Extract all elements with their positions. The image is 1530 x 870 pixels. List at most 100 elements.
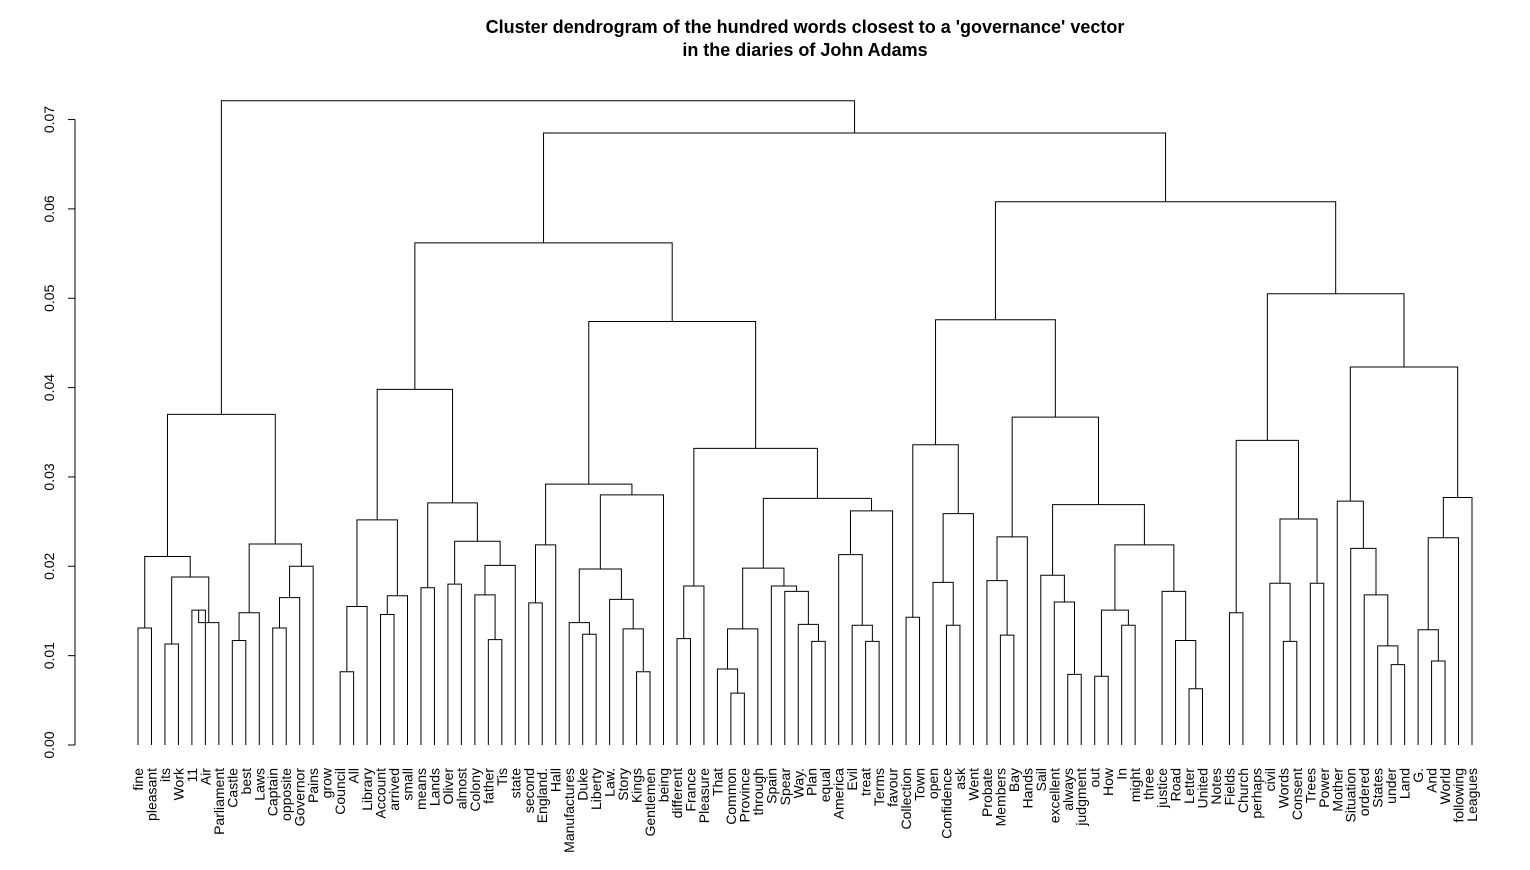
y-tick-label: 0.05 bbox=[41, 284, 57, 311]
y-tick-label: 0.02 bbox=[41, 552, 57, 579]
leaf-label: G. bbox=[1410, 768, 1426, 783]
dendrogram-merge bbox=[1427, 537, 1460, 745]
dendrogram-merge bbox=[272, 627, 287, 745]
dendrogram-merge bbox=[996, 536, 1028, 745]
leaf-label: Law. bbox=[602, 768, 618, 797]
leaf-label: Probate bbox=[979, 768, 995, 817]
y-tick-label: 0.00 bbox=[41, 731, 57, 758]
leaf-label: Collection bbox=[898, 768, 914, 829]
y-tick-label: 0.04 bbox=[41, 374, 57, 401]
leaf-label: ordered bbox=[1356, 768, 1372, 816]
leaf-label: Duke bbox=[575, 768, 591, 801]
dendrogram-merge bbox=[376, 388, 454, 520]
leaf-label: fine bbox=[130, 768, 146, 791]
leaf-label: Story bbox=[615, 768, 631, 801]
leaf-label: Land bbox=[1397, 768, 1413, 799]
dendrogram-merge bbox=[986, 580, 1008, 745]
dendrogram-merge bbox=[676, 638, 691, 745]
leaf-label: United bbox=[1195, 768, 1211, 808]
leaf-label: civil bbox=[1262, 768, 1278, 791]
dendrogram-merge bbox=[1417, 629, 1439, 745]
y-tick-label: 0.03 bbox=[41, 463, 57, 490]
dendrogram-merge bbox=[582, 633, 597, 745]
dendrogram-merge bbox=[386, 595, 408, 745]
leaf-label: Terms bbox=[871, 768, 887, 806]
leaf-label: almost bbox=[453, 768, 469, 809]
dendrogram-merge bbox=[568, 622, 590, 745]
dendrogram-merge bbox=[380, 614, 395, 745]
leaf-label: France bbox=[682, 768, 698, 812]
dendrogram-merge bbox=[1161, 590, 1187, 745]
leaf-label: Way. bbox=[790, 768, 806, 798]
leaf-label: best bbox=[238, 768, 254, 795]
dendrogram-merge bbox=[356, 519, 398, 607]
leaf-label: under bbox=[1383, 768, 1399, 804]
leaf-label: different bbox=[669, 768, 685, 818]
leaf-label: excellent bbox=[1046, 768, 1062, 823]
dendrogram-merge bbox=[454, 540, 501, 585]
dendrogram-merge bbox=[588, 320, 757, 485]
dendrogram-merge bbox=[999, 634, 1015, 745]
leaf-label: Parliament bbox=[211, 768, 227, 835]
dendrogram-merge bbox=[166, 413, 276, 557]
dendrogram-merge bbox=[1175, 639, 1197, 745]
leaf-label: judgment bbox=[1073, 768, 1089, 827]
dendrogram-merge bbox=[1228, 612, 1244, 745]
leaf-label: out bbox=[1087, 768, 1103, 788]
leaf-label: its bbox=[157, 768, 173, 782]
leaf-label: Consent bbox=[1289, 768, 1305, 820]
dendrogram-merge bbox=[811, 640, 826, 745]
leaf-label: following bbox=[1451, 768, 1467, 822]
dendrogram-merge bbox=[1431, 660, 1446, 745]
leaf-label: equal bbox=[817, 768, 833, 802]
dendrogram-merge bbox=[849, 510, 894, 745]
leaf-label: States bbox=[1370, 768, 1386, 808]
leaf-label: Gentlemen bbox=[642, 768, 658, 836]
dendrogram-merge bbox=[238, 612, 260, 745]
dendrogram-merge bbox=[1053, 601, 1075, 745]
leaf-label: Trees bbox=[1302, 768, 1318, 803]
leaf-label: means bbox=[413, 768, 429, 810]
leaf-label: father bbox=[480, 768, 496, 804]
dendrogram-merge bbox=[144, 555, 191, 628]
leaf-label: Power bbox=[1316, 768, 1332, 808]
dendrogram-merge bbox=[198, 610, 220, 745]
leaf-label: World bbox=[1437, 768, 1453, 804]
leaf-label: treat bbox=[858, 768, 874, 796]
dendrogram-merge bbox=[420, 587, 435, 745]
dendrogram-merge bbox=[578, 568, 622, 623]
dendrogram-merge bbox=[1282, 640, 1298, 745]
leaf-label: America bbox=[831, 768, 847, 820]
leaf-label: Lands bbox=[426, 768, 442, 806]
dendrogram-merge bbox=[289, 565, 314, 745]
dendrogram-merge bbox=[447, 583, 462, 745]
dendrogram-merge bbox=[1279, 518, 1318, 584]
dendrogram-merge bbox=[784, 590, 809, 745]
dendrogram-merge bbox=[1442, 497, 1473, 745]
leaf-label: Council bbox=[332, 768, 348, 815]
dendrogram-merge bbox=[1377, 645, 1399, 745]
y-tick-label: 0.07 bbox=[41, 106, 57, 133]
dendrogram-merge bbox=[346, 606, 368, 745]
chart-subtitle: in the diaries of John Adams bbox=[682, 40, 928, 60]
leaf-label: Province bbox=[736, 768, 752, 823]
leaf-label: Tis bbox=[494, 768, 510, 786]
leaf-label: favour bbox=[885, 768, 901, 807]
dendrogram-merge bbox=[838, 554, 863, 745]
dendrogram-merge bbox=[1188, 688, 1204, 745]
leaf-label: Leagues bbox=[1464, 768, 1480, 822]
dendrogram-merge bbox=[1094, 675, 1109, 745]
dendrogram-merge bbox=[1363, 594, 1389, 745]
leaf-label: Air bbox=[197, 768, 213, 785]
leaf-label: Kings bbox=[629, 768, 645, 803]
leaf-label: Hands bbox=[1019, 768, 1035, 808]
leaf-labels: finepleasantitsWork11AirParliamentCastle… bbox=[130, 767, 1480, 853]
leaf-label: And bbox=[1424, 768, 1440, 793]
leaf-label: through bbox=[750, 768, 766, 815]
dendrogram-merge bbox=[716, 668, 739, 745]
leaf-label: Pleasure bbox=[696, 768, 712, 823]
leaf-label: Church bbox=[1235, 768, 1251, 813]
leaf-label: Mother bbox=[1329, 768, 1345, 812]
dendrogram-merge bbox=[730, 692, 745, 745]
leaf-label: Members bbox=[992, 768, 1008, 826]
